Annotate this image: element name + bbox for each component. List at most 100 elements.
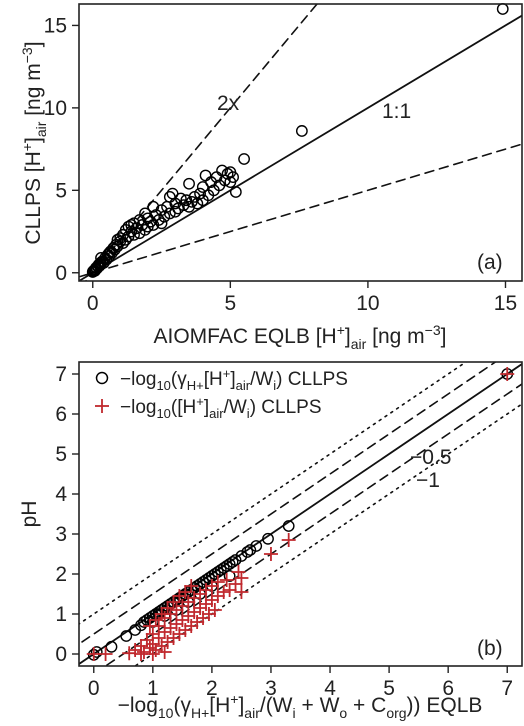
label-minus-1: −1 — [416, 469, 440, 492]
panel-a-series-0-point-47 — [155, 217, 168, 230]
panel-a-series-0-point-79 — [238, 153, 250, 165]
panel-a-series-0-point-87 — [147, 200, 160, 213]
panel-b-series-0-point-1 — [90, 646, 103, 658]
panel-a-frame — [78, 3, 523, 282]
panel-b-ylabel: pH — [18, 501, 41, 528]
panel-b: 0 1 2 3 4 5 6 7 0 1 2 3 4 5 6 7 −log10(γH+[H+]air/Wi) C… — [18, 361, 523, 721]
panel-a-series-0-point-52 — [163, 191, 176, 203]
panel-b-series-1-point-59 — [178, 585, 193, 599]
panel-b-series-0-point-2 — [105, 640, 118, 653]
panel-b-series-0-point-32 — [214, 564, 227, 576]
panel-b-series-0-point-38 — [235, 550, 248, 562]
panel-b-ytick-label-4: 4 — [55, 483, 67, 506]
panel-b-series-0-point-43 — [282, 520, 295, 532]
panel-b-ytick-label-7: 7 — [55, 363, 67, 386]
panel-a-xtick-label-0: 0 — [87, 292, 99, 315]
legend-entry-circle: −log10(γH+[H+]air/Wi) CLLPS — [120, 366, 348, 393]
panel-b-xtick-label-3: 3 — [265, 677, 277, 700]
panel-b-series-0-point-41 — [250, 540, 263, 552]
panel-b-series-1-point-45 — [222, 583, 237, 597]
panel-a-series-0-point-89 — [199, 169, 212, 182]
panel-b-series-1-point-12 — [151, 631, 166, 645]
panel-a-xlabel: AIOMFAC EQLB [H+]air [ng m−3] — [154, 322, 447, 352]
panel-b-series-1-point-44 — [219, 573, 234, 587]
panel-a-label: (a) — [477, 251, 503, 274]
panel-b-frame — [78, 361, 523, 667]
panel-b-series-1-point-49 — [234, 585, 249, 599]
panel-b-series-1-point-50 — [263, 547, 278, 561]
panel-b-series-1-point-63 — [157, 645, 172, 659]
panel-a-series-0-point-86 — [139, 207, 151, 220]
panel-a: 0 5 10 15 0 5 10 15 2x 1:1 (a) CLLPS [H+]air [n… — [19, 3, 523, 352]
panel-b-xtick-label-7: 7 — [501, 677, 513, 700]
panel-a-series-0-point-80 — [295, 125, 308, 137]
panel-a-xtick-label-2: 10 — [356, 292, 379, 315]
panel-b-xtick-label-2: 2 — [206, 677, 218, 700]
panel-b-xtick-label-4: 4 — [324, 677, 336, 700]
panel-a-xtick-label-1: 5 — [224, 292, 236, 315]
panel-b-series-1-point-46 — [228, 577, 243, 591]
panel-b-series-1-point-0 — [86, 647, 101, 661]
panel-b-series-0-point-36 — [226, 556, 239, 568]
panel-b-series-0-point-40 — [244, 544, 257, 556]
legend-circle-marker — [95, 371, 109, 385]
label-minus-0-5: −0.5 — [410, 446, 451, 469]
panel-b-series-0-point-30 — [208, 568, 221, 580]
panel-a-series-0-point-78 — [229, 186, 242, 198]
legend: −log10(γH+[H+]air/Wi) CLLPS −log10([H+]a… — [95, 366, 348, 421]
panel-a-line-0 — [79, 14, 522, 281]
panel-b-xtick-label-1: 1 — [147, 677, 159, 700]
panel-b-series-0-point-33 — [217, 562, 230, 574]
panel-b-series-1-point-40 — [207, 603, 222, 617]
panel-b-xtick-label-6: 6 — [442, 677, 454, 700]
panel-b-series-1-point-51 — [281, 533, 296, 547]
panel-b-series-1-point-43 — [216, 585, 231, 599]
panel-b-ytick-label-1: 1 — [55, 603, 67, 626]
panel-b-series-1-point-53 — [142, 619, 157, 633]
label-1to1: 1:1 — [382, 100, 411, 123]
panel-b-xlabel: −log10(γH+[H+]air/(Wi + Wo + Corg)) EQLB — [118, 691, 483, 721]
panel-b-series-1-point-54 — [148, 613, 163, 627]
panel-b-series-1-point-2 — [122, 646, 137, 661]
panel-b-ytick-label-6: 6 — [55, 403, 67, 426]
panel-b-series-0-point-3 — [120, 630, 133, 642]
panel-b-line-3 — [104, 383, 522, 666]
panel-a-line-2 — [79, 143, 522, 278]
legend-entry-plus: −log10([H+]air/Wi) CLLPS — [120, 394, 322, 421]
panel-b-series-0-point-9 — [146, 610, 159, 622]
panel-a-ylabel: CLLPS [H+]air [ng m−3] — [19, 41, 49, 244]
panel-b-label: (b) — [477, 637, 503, 660]
panel-b-series-0-point-42 — [262, 532, 274, 545]
panel-b-series-1-point-60 — [184, 579, 199, 593]
panel-a-points — [86, 3, 509, 278]
panel-b-series-1-point-48 — [234, 571, 249, 585]
panel-b-series-0-point-37 — [229, 554, 242, 566]
panel-a-ytick-label-0: 0 — [55, 262, 67, 285]
panel-a-series-0-point-81 — [496, 3, 509, 15]
panel-b-series-0-point-28 — [203, 572, 215, 584]
panel-a-series-0-point-54 — [169, 205, 182, 218]
label-2x: 2x — [217, 92, 240, 115]
panel-a-series-0-point-57 — [174, 192, 187, 205]
panel-b-line-2 — [79, 362, 468, 625]
panel-b-series-0-point-39 — [241, 546, 254, 558]
panel-b-series-1-point-47 — [231, 565, 246, 579]
panel-b-series-1-point-56 — [160, 601, 175, 615]
panel-a-series-0-point-88 — [183, 177, 195, 190]
panel-b-series-1-point-62 — [145, 647, 160, 661]
panel-a-series-0-point-77 — [227, 171, 239, 184]
panel-b-line-1 — [79, 362, 497, 645]
panel-a-reference-lines — [79, 4, 522, 281]
panel-b-series-1-point-61 — [134, 647, 149, 661]
panel-b-series-1-point-41 — [210, 575, 225, 589]
panel-b-reference-lines — [79, 362, 522, 666]
panel-b-series-1-point-1 — [98, 647, 113, 661]
panel-a-series-0-point-73 — [218, 174, 231, 187]
panel-b-xtick-label-0: 0 — [88, 677, 100, 700]
panel-a-xtick-label-3: 15 — [494, 292, 517, 315]
panel-b-points — [86, 367, 515, 661]
panel-a-series-0-point-83 — [103, 247, 116, 259]
panel-a-line-1 — [84, 4, 319, 281]
panel-b-ticks: 0 1 2 3 4 5 6 7 0 1 2 3 4 5 6 7 — [55, 363, 513, 700]
